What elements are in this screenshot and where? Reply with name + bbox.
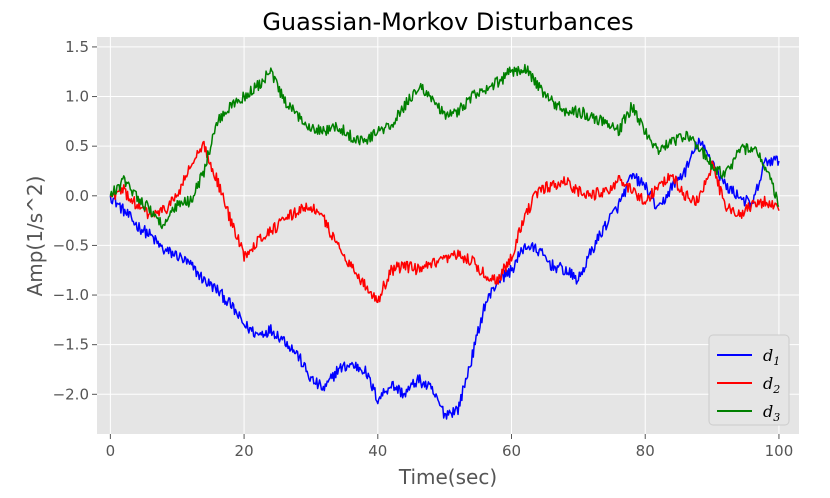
y-tick-label: −1.5 (53, 336, 89, 354)
series-line-d2 (109, 140, 780, 304)
y-tick-label: −2.0 (53, 385, 89, 403)
x-tick-label: 80 (636, 442, 655, 460)
grid (97, 37, 799, 434)
x-tick-label: 60 (502, 442, 521, 460)
series-layer (109, 63, 780, 420)
chart-title: Guassian-Morkov Disturbances (262, 8, 633, 36)
y-tick-label: 1.0 (65, 88, 89, 106)
series-line-d1 (109, 137, 780, 420)
y-axis-title: Amp(1/s^2) (23, 176, 47, 297)
y-tick-label: −0.5 (53, 236, 89, 254)
plot-area (97, 37, 799, 434)
x-axis-ticks: 0 20 40 60 80 100 (106, 434, 794, 460)
y-tick-label: 1.5 (65, 38, 89, 56)
x-tick-label: 20 (235, 442, 254, 460)
x-tick-label: 0 (106, 442, 116, 460)
x-axis-title: Time(sec) (398, 465, 497, 489)
x-tick-label: 40 (368, 442, 387, 460)
y-tick-label: 0.0 (65, 187, 89, 205)
y-tick-label: −1.0 (53, 286, 89, 304)
y-axis-ticks: 1.5 1.0 0.5 0.0 −0.5 −1.0 −1.5 −2.0 (53, 38, 97, 403)
legend-box (708, 334, 790, 426)
x-tick-label: 100 (765, 442, 794, 460)
series-line-d3 (109, 63, 780, 230)
y-tick-label: 0.5 (65, 137, 89, 155)
